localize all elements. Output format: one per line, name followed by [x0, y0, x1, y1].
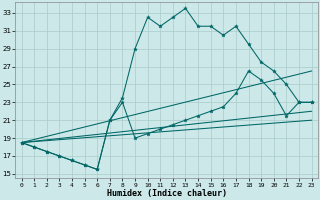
X-axis label: Humidex (Indice chaleur): Humidex (Indice chaleur) [107, 189, 227, 198]
